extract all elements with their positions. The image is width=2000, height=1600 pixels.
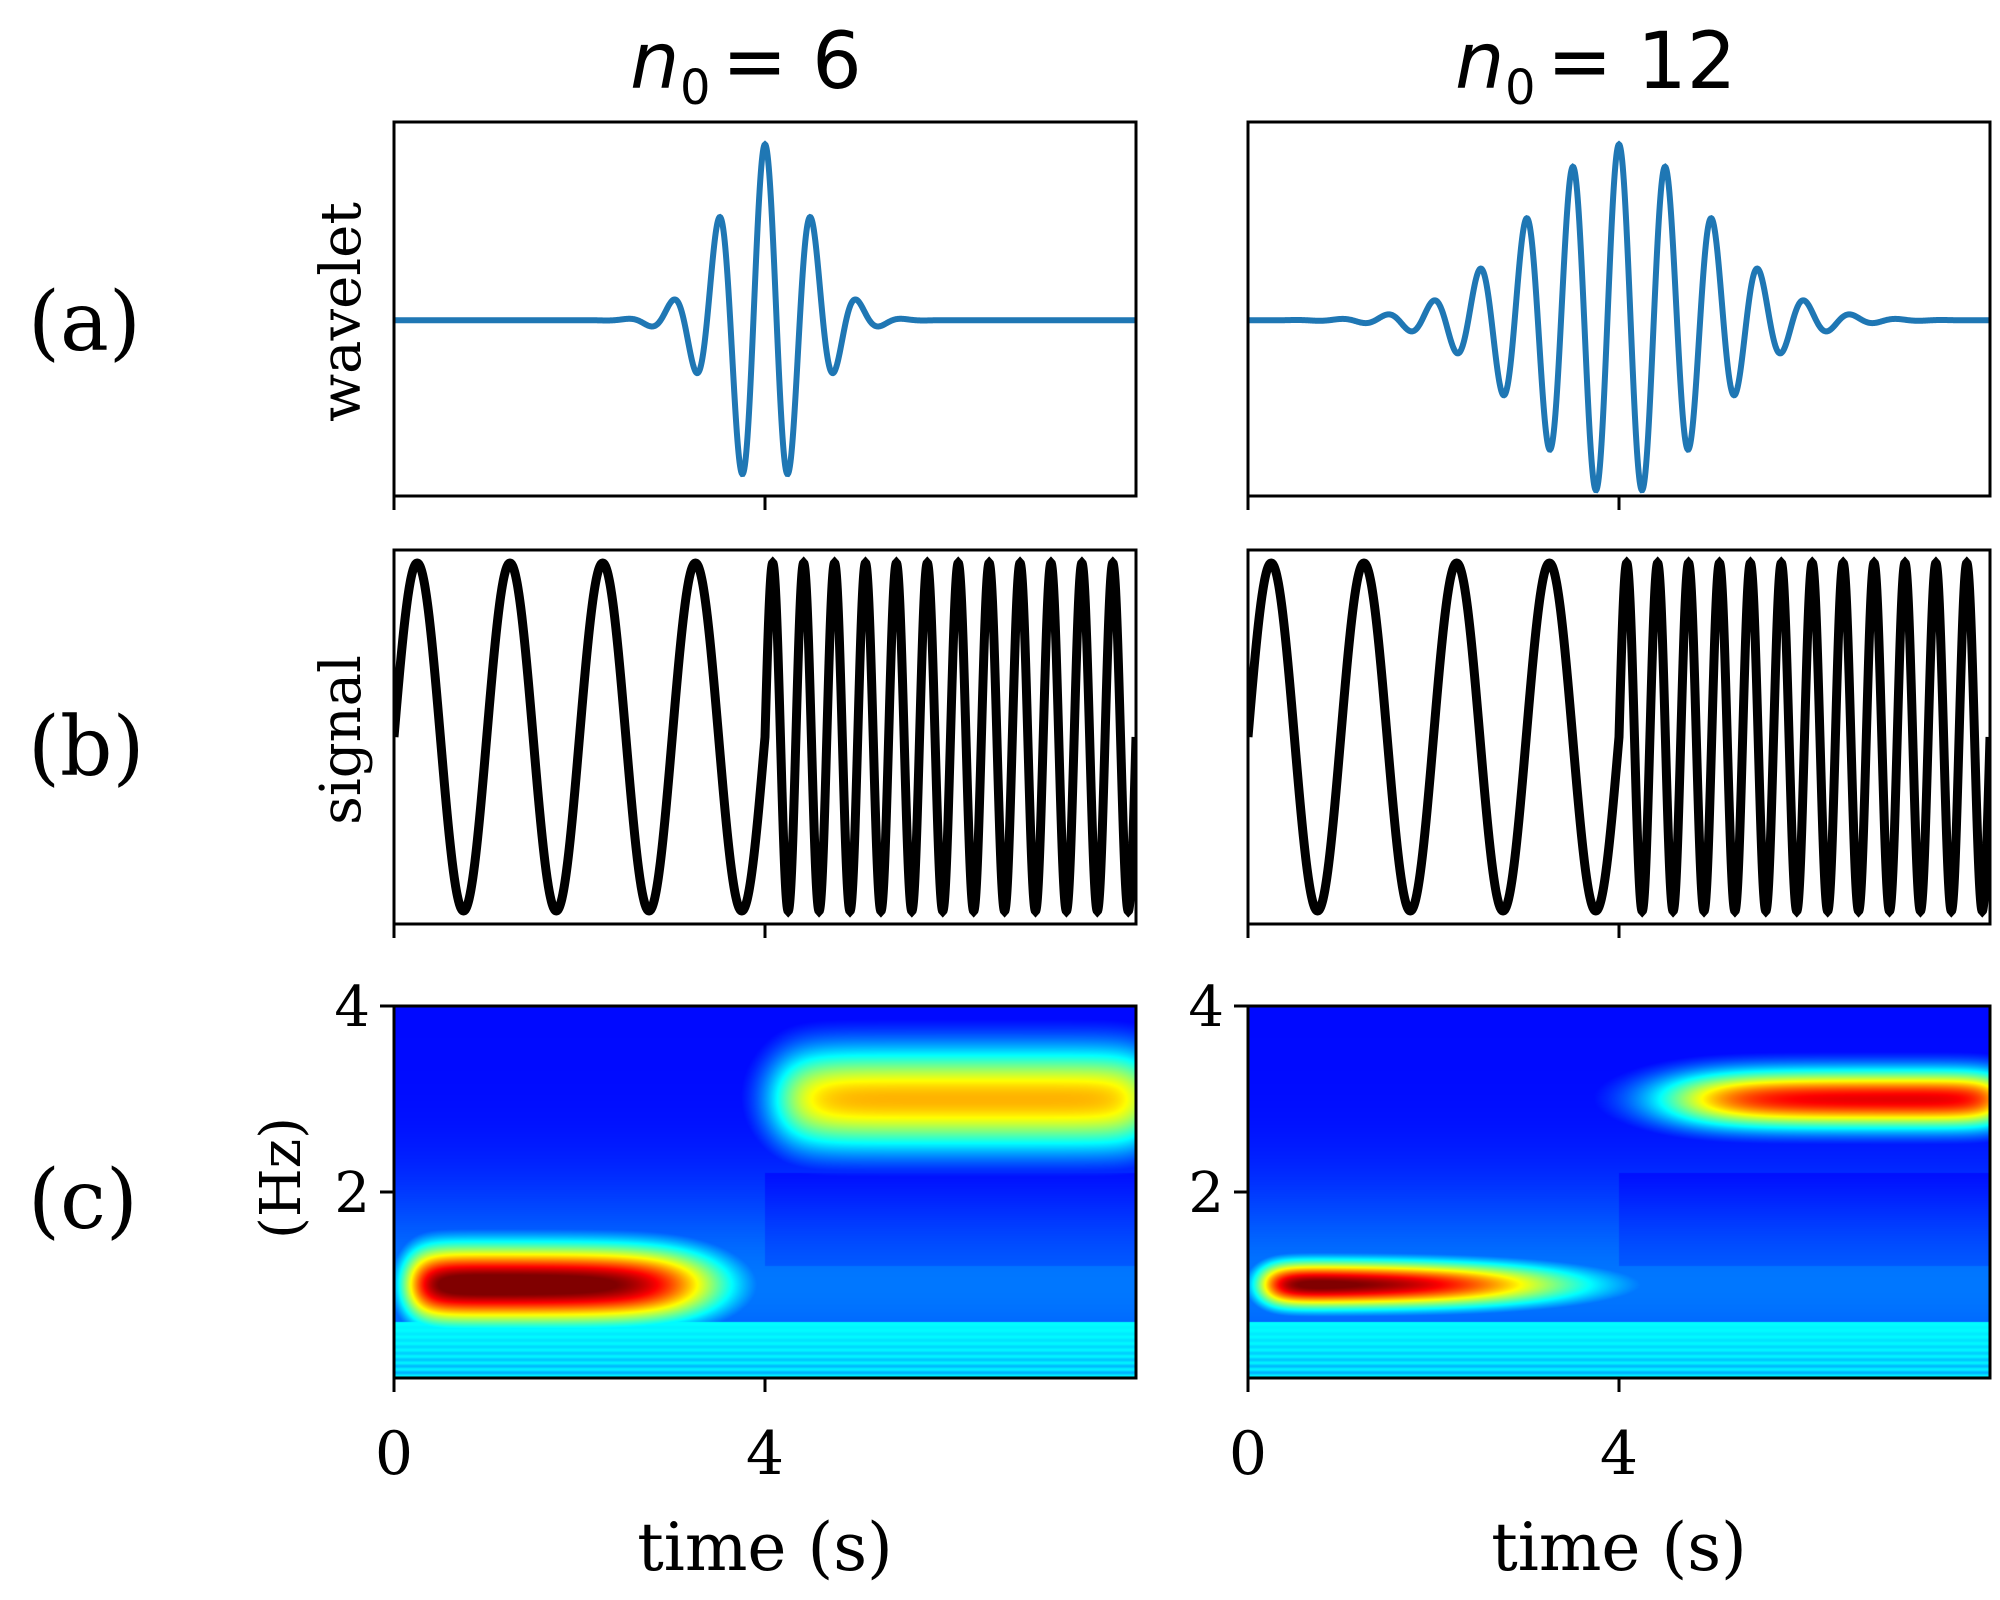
wavelet-left-series xyxy=(394,140,1136,478)
title-left-sub: 0 xyxy=(680,60,711,116)
row-label-b: (b) xyxy=(28,700,144,795)
panel-heatmap-left: 4 2 0 4 time (s) xyxy=(334,975,1138,1586)
signal-right-series xyxy=(1248,556,1990,918)
wavelet-right-series xyxy=(1248,140,1990,494)
title-right: n 0 = 12 xyxy=(1455,17,1736,116)
ylabel-freq: (Hz) xyxy=(249,1117,314,1239)
panel-signal-right xyxy=(1246,548,1992,938)
signal-left-series xyxy=(394,556,1136,918)
ylabel-wavelet: wavelet xyxy=(309,202,374,422)
ytick-label-2: 2 xyxy=(334,1161,370,1226)
xlabel-right: time (s) xyxy=(1491,1509,1747,1586)
heatmap-right-canvas xyxy=(1248,1006,1990,1378)
xlabel-left: time (s) xyxy=(637,1509,893,1586)
ytick-label-2: 2 xyxy=(1188,1161,1224,1226)
xtick-label-0: 0 xyxy=(1229,1419,1267,1489)
xtick-label-4: 4 xyxy=(1600,1419,1638,1489)
title-right-sub: 0 xyxy=(1505,60,1536,116)
title-left-var: n xyxy=(630,17,679,107)
axes-frame xyxy=(1246,120,1992,498)
title-right-value: = 12 xyxy=(1547,17,1736,107)
panel-heatmap-right: 4 2 0 4 time (s) xyxy=(1188,975,1992,1586)
xtick-label-0: 0 xyxy=(375,1419,413,1489)
row-label-c: (c) xyxy=(28,1153,138,1248)
title-left-value: = 6 xyxy=(722,17,862,107)
panel-wavelet-right xyxy=(1246,120,1992,510)
ytick-label-4: 4 xyxy=(1188,975,1224,1040)
heatmap-left-canvas xyxy=(394,1006,1136,1378)
title-right-var: n xyxy=(1455,17,1504,107)
title-left: n 0 = 6 xyxy=(630,17,862,116)
panel-signal-left xyxy=(392,548,1138,938)
axes-frame xyxy=(392,120,1138,498)
ylabel-signal: signal xyxy=(309,655,374,825)
row-label-a: (a) xyxy=(28,275,141,370)
xtick-label-4: 4 xyxy=(746,1419,784,1489)
panel-wavelet-left xyxy=(392,120,1138,510)
ytick-label-4: 4 xyxy=(334,975,370,1040)
